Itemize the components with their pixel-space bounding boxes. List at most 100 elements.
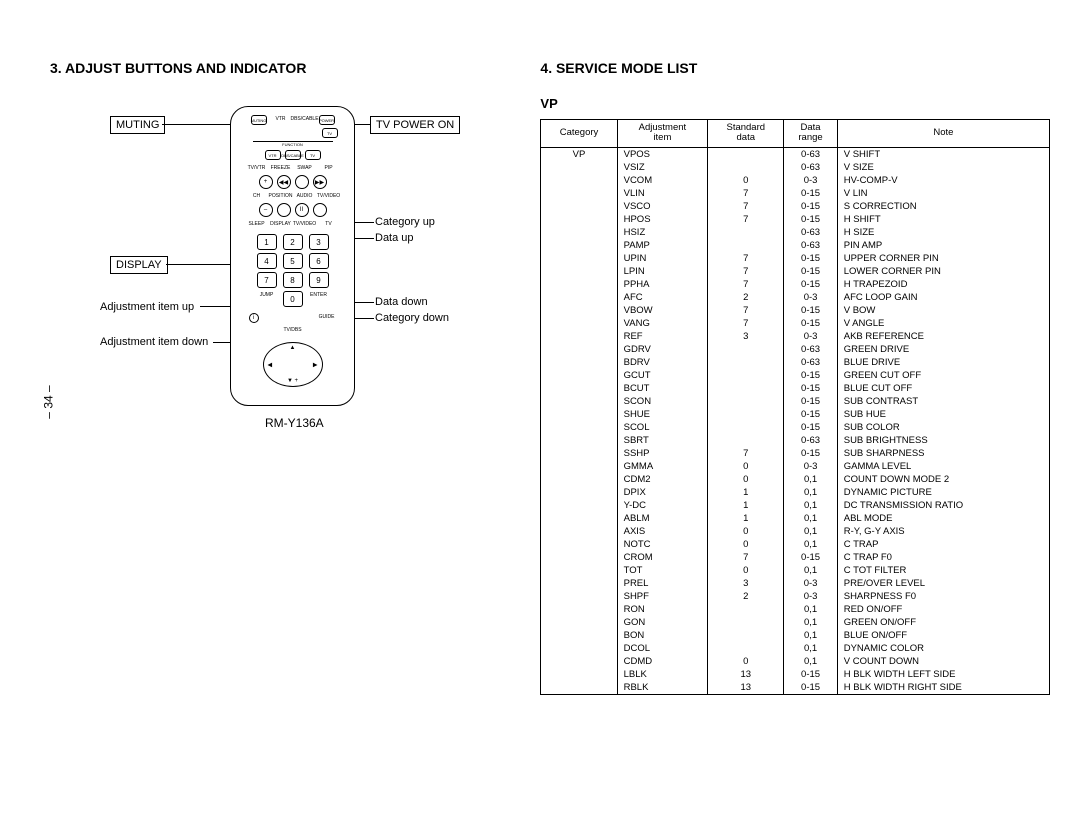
table-row: Y-DC10,1DC TRANSMISSION RATIO (541, 499, 1050, 512)
cell-std: 7 (708, 200, 784, 213)
cell-std: 3 (708, 577, 784, 590)
cell-item: SBRT (617, 434, 708, 447)
table-row: PREL30-3PRE/OVER LEVEL (541, 577, 1050, 590)
cell-range: 0-15 (784, 408, 837, 421)
cell-range: 0-15 (784, 200, 837, 213)
cell-category (541, 343, 617, 356)
cell-item: ABLM (617, 512, 708, 525)
table-row: BCUT0-15BLUE CUT OFF (541, 382, 1050, 395)
dpad: ▲ ▼ + ◀ ▶ (263, 342, 323, 387)
cell-category (541, 486, 617, 499)
cell-item: DPIX (617, 486, 708, 499)
cell-range: 0,1 (784, 655, 837, 668)
cell-note: V SIZE (837, 161, 1049, 174)
page-body: 3. ADJUST BUTTONS AND INDICATOR MUTING T… (0, 0, 1080, 715)
key-1: 1 (257, 234, 277, 250)
cell-note: H SHIFT (837, 213, 1049, 226)
btn-tv-top: TV (322, 128, 338, 138)
cell-note: AFC LOOP GAIN (837, 291, 1049, 304)
col-adjustment-item: Adjustment item (617, 120, 708, 148)
cell-item: AXIS (617, 525, 708, 538)
cell-item: CROM (617, 551, 708, 564)
cell-std (708, 642, 784, 655)
cell-range: 0,1 (784, 642, 837, 655)
cell-range: 0,1 (784, 538, 837, 551)
table-row: PPHA70-15H TRAPEZOID (541, 278, 1050, 291)
cell-item: VLIN (617, 187, 708, 200)
cell-category (541, 512, 617, 525)
table-row: REF30-3AKB REFERENCE (541, 330, 1050, 343)
cell-note: V COUNT DOWN (837, 655, 1049, 668)
cell-std: 7 (708, 317, 784, 330)
table-row: HSIZ0-63H SIZE (541, 226, 1050, 239)
cell-range: 0,1 (784, 512, 837, 525)
cell-std: 2 (708, 291, 784, 304)
btn-minus: – (259, 203, 273, 217)
cell-item: GON (617, 616, 708, 629)
key-8: 8 (283, 272, 303, 288)
cell-range: 0,1 (784, 616, 837, 629)
cell-item: GCUT (617, 369, 708, 382)
cell-category (541, 356, 617, 369)
table-row: SHPF20-3SHARPNESS F0 (541, 590, 1050, 603)
lbl-position: POSITION (271, 192, 291, 200)
key-5: 5 (283, 253, 303, 269)
cell-note: BLUE DRIVE (837, 356, 1049, 369)
cell-category (541, 642, 617, 655)
cell-category (541, 499, 617, 512)
remote-diagram: MUTING TV POWER ON DISPLAY Adjustment it… (100, 96, 500, 456)
cell-range: 0-3 (784, 577, 837, 590)
btn-func-tv: TV (305, 150, 321, 160)
lbl-tv2: TV (319, 220, 339, 228)
cell-range: 0,1 (784, 564, 837, 577)
cell-range: 0-15 (784, 668, 837, 681)
cell-std: 7 (708, 447, 784, 460)
cell-note: R-Y, G-Y AXIS (837, 525, 1049, 538)
cell-category (541, 551, 617, 564)
cell-range: 0-63 (784, 356, 837, 369)
cell-note: V ANGLE (837, 317, 1049, 330)
table-row: GDRV0-63GREEN DRIVE (541, 343, 1050, 356)
cell-item: VBOW (617, 304, 708, 317)
cell-item: VSCO (617, 200, 708, 213)
cell-note: RED ON/OFF (837, 603, 1049, 616)
cell-note: H BLK WIDTH RIGHT SIDE (837, 681, 1049, 695)
cell-item: LBLK (617, 668, 708, 681)
cell-std (708, 616, 784, 629)
table-row: VANG70-15V ANGLE (541, 317, 1050, 330)
lbl-pip: PIP (319, 164, 339, 172)
cell-range: 0-15 (784, 382, 837, 395)
cell-category (541, 525, 617, 538)
lbl-vtr: VTR (271, 115, 291, 123)
cell-category (541, 668, 617, 681)
cell-range: 0-15 (784, 252, 837, 265)
col-note: Note (837, 120, 1049, 148)
label-tv-power-on: TV POWER ON (370, 116, 460, 134)
cell-category (541, 460, 617, 473)
cell-note: C TRAP (837, 538, 1049, 551)
function-bar: FUNCTION (253, 141, 333, 147)
service-mode-table: Category Adjustment item Standard data D… (540, 119, 1050, 695)
cell-range: 0-3 (784, 174, 837, 187)
table-row: AFC20-3AFC LOOP GAIN (541, 291, 1050, 304)
cell-note: SUB COLOR (837, 421, 1049, 434)
lbl-tvvideo2: TV/VIDEO (295, 220, 315, 228)
table-row: BDRV0-63BLUE DRIVE (541, 356, 1050, 369)
cell-std (708, 239, 784, 252)
cell-item: Y-DC (617, 499, 708, 512)
table-row: CDM200,1COUNT DOWN MODE 2 (541, 473, 1050, 486)
cell-category (541, 369, 617, 382)
cell-std (708, 343, 784, 356)
cell-note: LOWER CORNER PIN (837, 265, 1049, 278)
cell-note: SUB SHARPNESS (837, 447, 1049, 460)
table-row: AXIS00,1R-Y, G-Y AXIS (541, 525, 1050, 538)
cell-note: PRE/OVER LEVEL (837, 577, 1049, 590)
cell-item: VPOS (617, 147, 708, 161)
table-row: SHUE0-15SUB HUE (541, 408, 1050, 421)
cell-item: CDM2 (617, 473, 708, 486)
table-row: LPIN70-15LOWER CORNER PIN (541, 265, 1050, 278)
cell-category (541, 317, 617, 330)
cell-category (541, 304, 617, 317)
cell-item: HSIZ (617, 226, 708, 239)
cell-range: 0-63 (784, 226, 837, 239)
